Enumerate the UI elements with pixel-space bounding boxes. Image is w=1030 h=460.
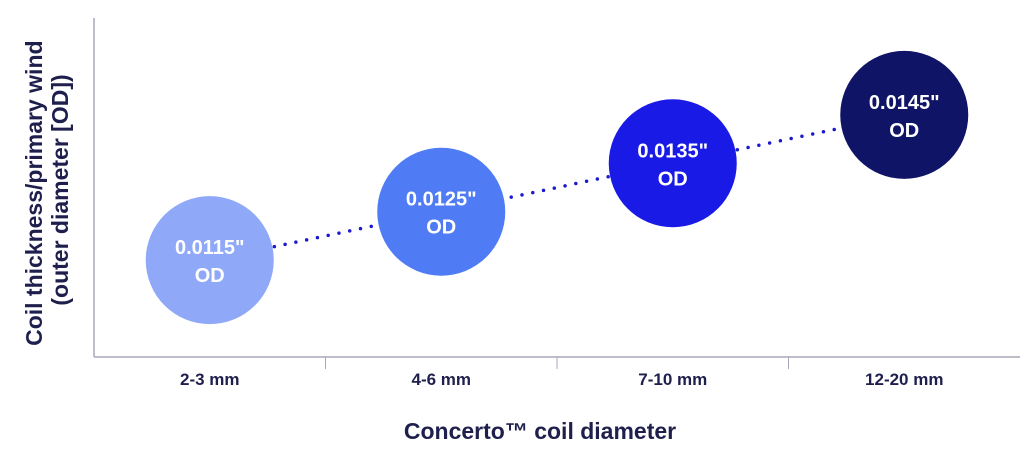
connector-line — [208, 113, 906, 262]
data-point: 0.0115" OD — [145, 196, 274, 325]
data-point: 0.0135" OD — [608, 99, 737, 228]
data-point-unit-label: OD — [426, 217, 456, 239]
y-axis-title-line-2: (outer diameter [OD]) — [47, 74, 73, 305]
x-tick-label: 7-10 mm — [638, 370, 707, 389]
x-axis-title: Concerto™ coil diameter — [404, 418, 676, 444]
data-point-bubble — [145, 196, 274, 325]
data-points: 0.0115" OD 0.0125" OD 0.0135" OD 0.0145" OD — [145, 50, 969, 325]
data-point-value-label: 0.0115" — [175, 237, 245, 259]
x-axis-ticks — [325, 357, 789, 369]
data-point-value-label: 0.0125" — [406, 189, 477, 211]
data-point-unit-label: OD — [889, 120, 919, 142]
data-point: 0.0125" OD — [377, 147, 506, 276]
data-point-value-label: 0.0145" — [869, 92, 940, 114]
data-point-unit-label: OD — [195, 265, 225, 287]
x-tick-label: 2-3 mm — [180, 370, 240, 389]
y-axis-title-line-1: Coil thickness/primary wind — [21, 40, 47, 345]
x-tick-labels: 2-3 mm 4-6 mm 7-10 mm 12-20 mm — [180, 370, 943, 389]
data-point-bubble — [377, 147, 506, 276]
x-tick-label: 12-20 mm — [865, 370, 943, 389]
data-point-value-label: 0.0135" — [637, 140, 708, 162]
data-point-bubble — [840, 50, 969, 179]
data-point-unit-label: OD — [658, 168, 688, 190]
connector-dotted-line — [208, 113, 906, 262]
data-point-bubble — [608, 99, 737, 228]
y-axis-title: Coil thickness/primary wind (outer diame… — [21, 34, 73, 346]
data-point: 0.0145" OD — [840, 50, 969, 179]
x-tick-label: 4-6 mm — [411, 370, 471, 389]
